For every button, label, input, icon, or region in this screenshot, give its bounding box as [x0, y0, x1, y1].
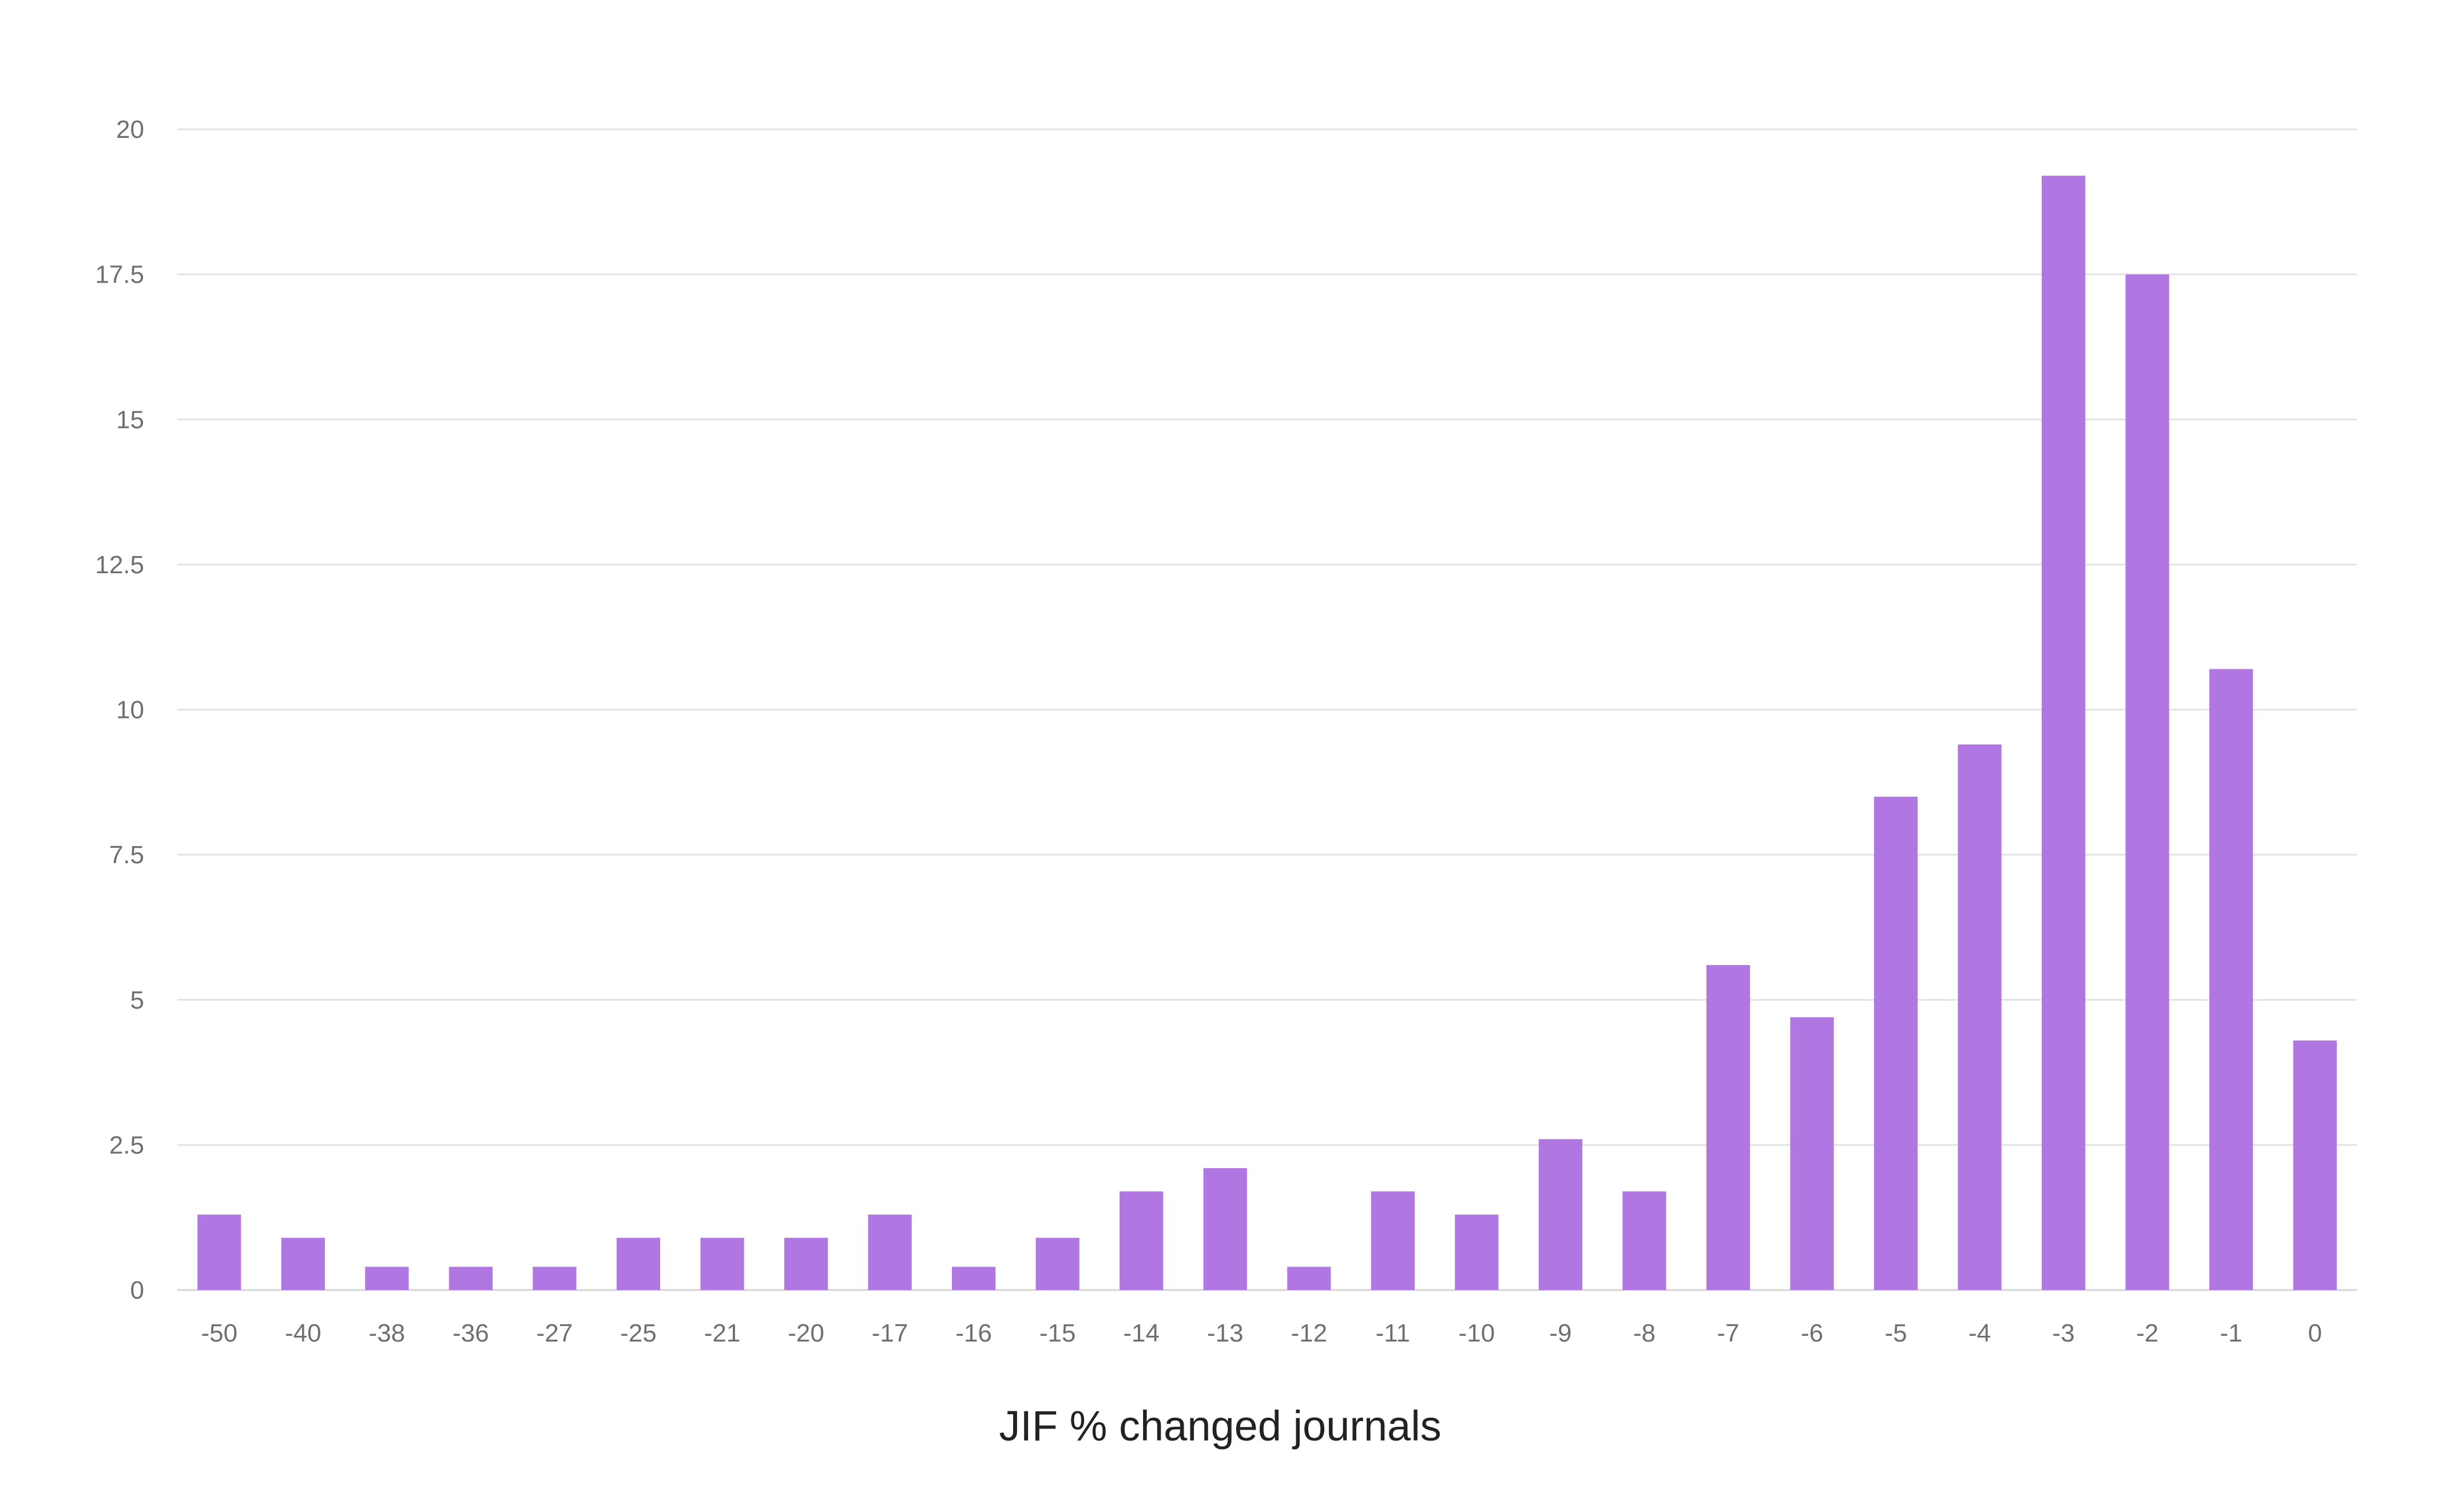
bar: [2209, 669, 2253, 1290]
bar: [700, 1237, 744, 1290]
x-tick-label: -38: [369, 1319, 406, 1347]
bar: [1371, 1191, 1415, 1290]
bar: [1455, 1215, 1499, 1290]
x-tick-label: -8: [1633, 1319, 1656, 1347]
bar: [365, 1267, 409, 1290]
x-tick-label: -1: [2220, 1319, 2242, 1347]
x-tick-label: 0: [2308, 1319, 2321, 1347]
bar: [1120, 1191, 1164, 1290]
y-tick-label: 12.5: [95, 551, 144, 579]
x-tick-label: -6: [1801, 1319, 1823, 1347]
x-tick-label: -16: [955, 1319, 992, 1347]
x-tick-label: -21: [704, 1319, 741, 1347]
bar: [197, 1215, 241, 1290]
bar: [1874, 796, 1918, 1290]
x-tick-label: -11: [1376, 1319, 1410, 1347]
y-tick-label: 17.5: [95, 261, 144, 289]
x-tick-label: -27: [537, 1319, 573, 1347]
bar: [1706, 965, 1751, 1290]
x-tick-label: -7: [1717, 1319, 1739, 1347]
bar: [2042, 176, 2086, 1290]
x-tick-label: -4: [1968, 1319, 1991, 1347]
x-tick-label: -14: [1123, 1319, 1160, 1347]
y-tick-label: 15: [116, 406, 144, 434]
x-tick-label: -15: [1039, 1319, 1076, 1347]
bar: [1203, 1168, 1247, 1290]
bar: [1287, 1267, 1331, 1290]
y-tick-label: 7.5: [109, 841, 144, 869]
x-tick-label: -13: [1207, 1319, 1244, 1347]
x-tick-label: -9: [1549, 1319, 1571, 1347]
x-tick-label: -20: [788, 1319, 824, 1347]
y-tick-label: 2.5: [109, 1131, 144, 1159]
y-axis-tick-labels: 0 2.5 5 7.5 10 12.5 15 17.5 20: [95, 116, 144, 1304]
x-tick-label: -40: [285, 1319, 322, 1347]
bar: [448, 1267, 493, 1290]
x-tick-label: -36: [453, 1319, 489, 1347]
bar: [1622, 1191, 1666, 1290]
bar: [1790, 1017, 1834, 1290]
bar: [2293, 1040, 2337, 1290]
bar: [868, 1215, 912, 1290]
bar: [2125, 274, 2169, 1290]
x-tick-label: -17: [872, 1319, 908, 1347]
bar: [952, 1267, 996, 1290]
x-tick-label: -50: [201, 1319, 237, 1347]
x-axis-tick-labels: -50 -40 -38 -36 -27 -25 -21 -20 -17 -16 -15 -14 -13-…: [201, 1319, 2322, 1347]
y-tick-label: 0: [130, 1276, 144, 1304]
y-tick-label: 10: [116, 696, 144, 724]
bars: [197, 176, 2337, 1290]
x-tick-label: -2: [2136, 1319, 2158, 1347]
y-tick-label: 5: [130, 986, 144, 1014]
x-axis-title: JIF % changed journals: [999, 1402, 1441, 1450]
gridlines: [177, 128, 2357, 1291]
bar: [533, 1267, 577, 1290]
bar: [784, 1237, 828, 1290]
bar: [616, 1237, 661, 1290]
x-tick-label: -10: [1459, 1319, 1495, 1347]
y-tick-label: 20: [116, 116, 144, 144]
x-tick-label: -25: [620, 1319, 657, 1347]
bar: [281, 1237, 325, 1290]
x-tick-label: -12: [1291, 1319, 1327, 1347]
bar: [1538, 1139, 1582, 1290]
bar: [1035, 1237, 1079, 1290]
bar: [1958, 744, 2002, 1290]
x-tick-label: -3: [2053, 1319, 2075, 1347]
x-tick-label: -5: [1884, 1319, 1907, 1347]
